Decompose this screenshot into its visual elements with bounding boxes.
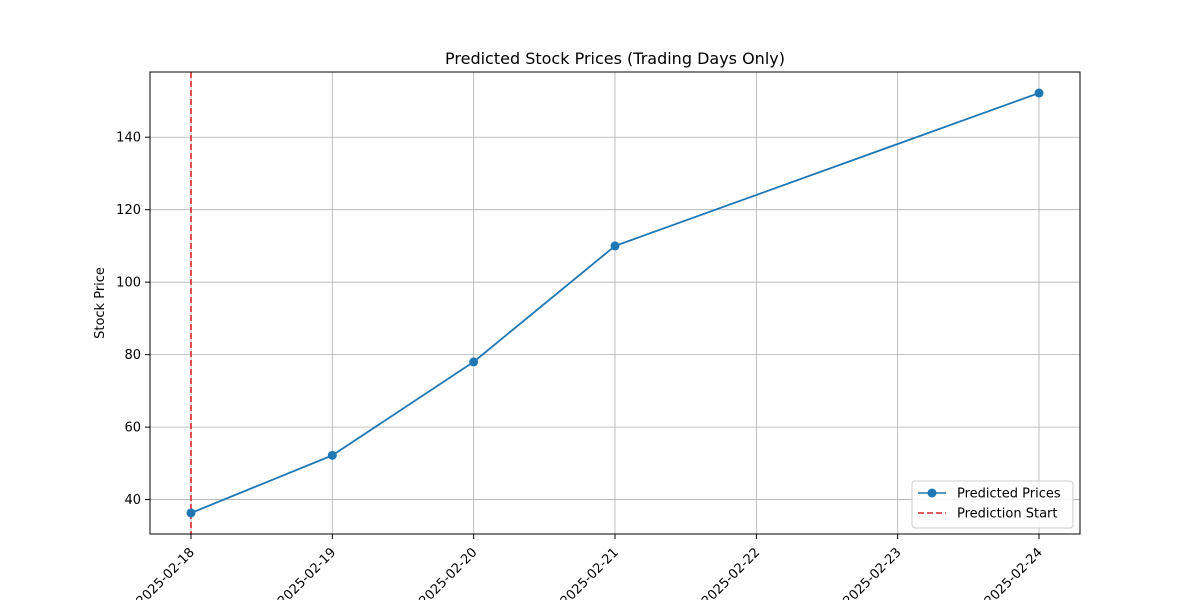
series-layer: [186, 88, 1044, 518]
data-point: [327, 450, 337, 460]
grid: [150, 72, 1080, 534]
y-tick-label: 80: [124, 348, 141, 363]
legend-series-marker: [927, 488, 937, 498]
y-tick-label: 140: [116, 131, 141, 146]
y-tick-label: 40: [124, 493, 141, 508]
data-point: [186, 508, 196, 518]
data-point: [610, 241, 620, 251]
data-point: [1034, 88, 1044, 98]
y-tick-label: 100: [116, 276, 141, 291]
chart-title: Predicted Stock Prices (Trading Days Onl…: [445, 49, 785, 68]
legend: Predicted Prices Prediction Start: [911, 480, 1074, 529]
y-tick-label: 60: [124, 421, 141, 436]
y-axis: 40 60 80 100 120 140: [116, 131, 150, 508]
legend-frame: [911, 480, 1074, 529]
data-point: [469, 357, 479, 367]
legend-reference-label: Prediction Start: [957, 507, 1057, 522]
y-tick-label: 120: [116, 203, 141, 218]
y-axis-label: Stock Price: [93, 267, 108, 339]
legend-series-label: Predicted Prices: [957, 487, 1061, 502]
